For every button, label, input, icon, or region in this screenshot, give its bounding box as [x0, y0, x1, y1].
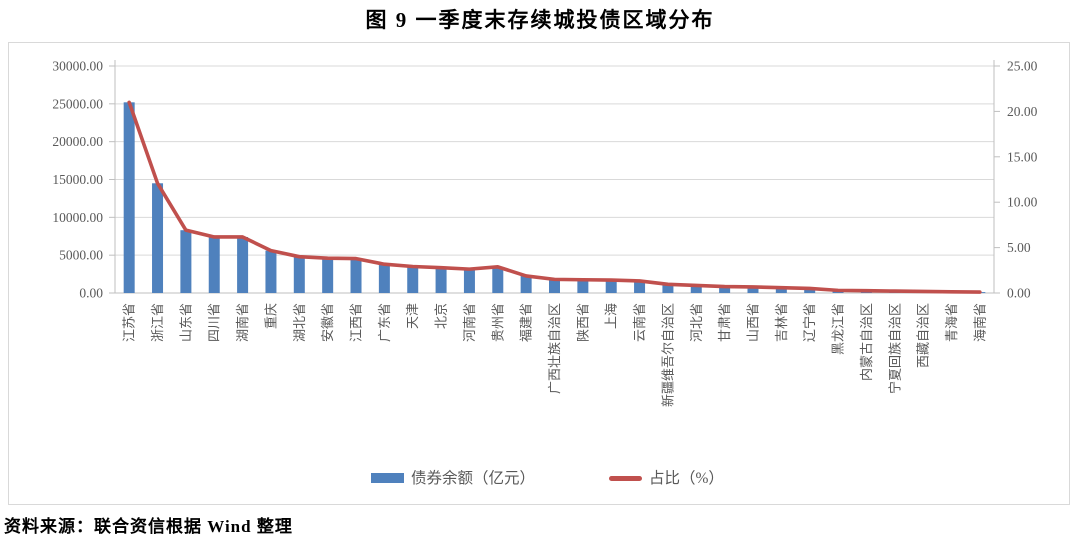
bar	[520, 275, 532, 293]
x-category-label: 陕西省	[575, 303, 590, 342]
x-category-label: 辽宁省	[802, 303, 817, 342]
bar	[719, 286, 731, 293]
x-category-label: 贵州省	[490, 303, 505, 342]
bar	[265, 250, 277, 293]
bar	[747, 286, 759, 293]
bar	[407, 266, 419, 293]
legend-bar-swatch	[371, 473, 404, 483]
bar	[492, 266, 504, 293]
legend-line-label: 占比（%）	[649, 469, 724, 487]
y-axis-right-label: 5.00	[1007, 240, 1031, 255]
y-axis-left-label: 5000.00	[59, 248, 103, 263]
y-axis-right-label: 20.00	[1007, 104, 1038, 119]
x-category-label: 吉林省	[774, 303, 789, 342]
bar	[662, 284, 674, 293]
bar	[123, 102, 135, 293]
x-category-label: 江苏省	[122, 303, 137, 342]
x-category-label: 青海省	[944, 303, 959, 342]
legend-line-swatch	[609, 476, 642, 481]
x-category-label: 天津	[405, 303, 420, 329]
x-category-label: 湖北省	[292, 303, 307, 342]
bar	[549, 279, 560, 293]
x-category-label: 江西省	[349, 303, 364, 342]
x-category-label: 宁夏回族自治区	[887, 303, 902, 394]
source-note: 资料来源：联合资信根据 Wind 整理	[4, 517, 293, 536]
bar	[237, 237, 249, 293]
chart-area: 0.00 5000.00 10000.00 15000.00 20000.00 25000…	[8, 42, 1070, 505]
x-category-label: 广西壮族自治区	[547, 303, 562, 394]
y-axis-right-label: 25.00	[1007, 59, 1038, 74]
bar	[293, 256, 305, 293]
x-category-label: 山东省	[178, 303, 193, 342]
x-category-label: 浙江省	[150, 303, 165, 342]
y-axis-left-label: 0.00	[79, 286, 103, 301]
y-axis-left-label: 15000.00	[52, 172, 103, 187]
y-axis-left-label: 10000.00	[52, 210, 103, 225]
bar	[350, 258, 362, 293]
bar	[804, 288, 816, 293]
bar	[775, 287, 787, 293]
bar	[435, 267, 447, 293]
bar	[378, 264, 390, 293]
x-category-label: 广东省	[377, 303, 392, 342]
x-category-label: 河北省	[689, 303, 704, 342]
ratio-line	[127, 100, 982, 294]
bar	[634, 280, 646, 293]
x-category-label: 海南省	[972, 303, 987, 342]
bar	[605, 280, 617, 293]
legend-bar-label: 债券余额（亿元）	[411, 468, 535, 487]
x-category-label: 湖南省	[235, 303, 250, 342]
bar	[690, 285, 702, 293]
x-category-label: 河南省	[462, 303, 477, 342]
x-category-label: 新疆维吾尔自治区	[660, 303, 675, 407]
x-category-label: 上海	[604, 303, 619, 329]
y-axis-right-label: 10.00	[1007, 195, 1038, 210]
y-axis-right-label: 0.00	[1007, 286, 1031, 301]
x-category-label: 黑龙江省	[831, 303, 846, 355]
y-axis-left-label: 20000.00	[52, 134, 103, 149]
x-category-label: 安徽省	[320, 303, 335, 342]
x-category-label: 福建省	[519, 303, 534, 342]
y-axis-left-label: 25000.00	[52, 96, 103, 111]
bar	[322, 258, 334, 293]
x-category-label: 重庆	[263, 303, 278, 329]
x-category-label: 北京	[434, 303, 449, 329]
x-category-label: 山西省	[745, 303, 760, 342]
y-axis-right-label: 15.00	[1007, 149, 1038, 164]
x-category-label: 四川省	[207, 303, 222, 342]
bar	[208, 237, 220, 293]
x-category-label: 云南省	[632, 303, 647, 342]
bar	[152, 183, 164, 293]
x-category-label: 甘肃省	[717, 303, 732, 342]
page-title: 图 9 一季度末存续城投债区域分布	[365, 8, 715, 32]
bar	[577, 279, 589, 293]
bar	[180, 230, 192, 293]
x-category-label: 西藏自治区	[916, 303, 931, 368]
y-axis-left-label: 30000.00	[52, 59, 103, 74]
x-category-label: 内蒙古自治区	[859, 303, 874, 381]
combo-chart: 0.00 5000.00 10000.00 15000.00 20000.00 25000…	[52, 59, 1038, 488]
bar	[463, 269, 475, 293]
